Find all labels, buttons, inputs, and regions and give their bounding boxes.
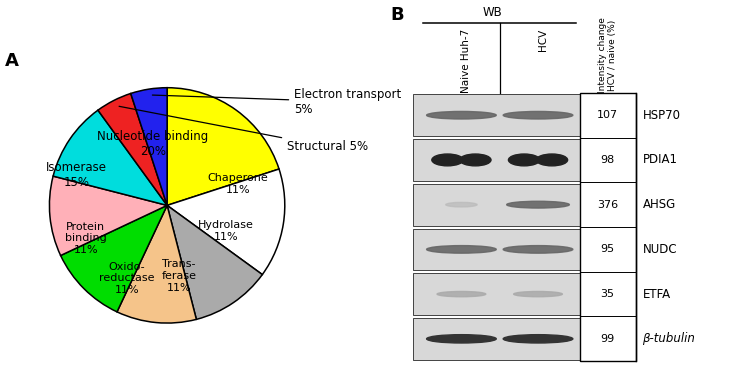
Wedge shape — [130, 88, 167, 205]
Ellipse shape — [427, 246, 496, 253]
Text: Nucleotide binding
20%: Nucleotide binding 20% — [97, 130, 209, 158]
Text: Naive Huh-7: Naive Huh-7 — [462, 29, 471, 94]
Ellipse shape — [427, 335, 496, 343]
Text: Isomerase
15%: Isomerase 15% — [46, 161, 107, 189]
Wedge shape — [167, 169, 285, 274]
FancyBboxPatch shape — [413, 184, 580, 226]
Wedge shape — [49, 176, 167, 255]
Text: 98: 98 — [600, 155, 615, 165]
Wedge shape — [167, 205, 262, 319]
Text: Protein
binding
11%: Protein binding 11% — [65, 222, 107, 255]
Text: Oxido-
reductase
11%: Oxido- reductase 11% — [100, 262, 155, 295]
Ellipse shape — [514, 291, 562, 297]
Ellipse shape — [437, 291, 486, 297]
Text: 376: 376 — [597, 200, 618, 210]
Text: HCV: HCV — [538, 29, 548, 52]
Ellipse shape — [460, 154, 491, 166]
Text: WB: WB — [483, 6, 503, 19]
Wedge shape — [167, 88, 279, 205]
Text: A: A — [4, 52, 18, 70]
Text: 107: 107 — [597, 110, 618, 120]
Wedge shape — [61, 205, 167, 312]
Ellipse shape — [509, 154, 539, 166]
Text: Chaperone
11%: Chaperone 11% — [207, 174, 268, 195]
Text: 35: 35 — [600, 289, 615, 299]
Wedge shape — [117, 205, 196, 323]
Text: HSP70: HSP70 — [642, 109, 680, 122]
Text: PDIA1: PDIA1 — [642, 153, 677, 166]
Text: Trans-
ferase
11%: Trans- ferase 11% — [161, 259, 196, 293]
Text: 95: 95 — [600, 244, 615, 254]
FancyBboxPatch shape — [413, 273, 580, 315]
Ellipse shape — [504, 111, 573, 119]
Ellipse shape — [446, 202, 477, 207]
FancyBboxPatch shape — [413, 94, 580, 136]
Text: Structural 5%: Structural 5% — [119, 106, 368, 153]
Ellipse shape — [427, 111, 496, 119]
Text: Intensity change
HCV / naive (%): Intensity change HCV / naive (%) — [598, 17, 617, 93]
Text: β-tubulin: β-tubulin — [642, 332, 696, 345]
Ellipse shape — [504, 335, 573, 343]
Ellipse shape — [432, 154, 463, 166]
Ellipse shape — [537, 154, 567, 166]
FancyBboxPatch shape — [580, 93, 636, 361]
FancyBboxPatch shape — [413, 139, 580, 181]
Text: B: B — [390, 6, 404, 23]
FancyBboxPatch shape — [413, 318, 580, 360]
Ellipse shape — [507, 201, 570, 208]
Text: 99: 99 — [600, 334, 615, 344]
Text: NUDC: NUDC — [642, 243, 677, 256]
FancyBboxPatch shape — [413, 229, 580, 270]
Wedge shape — [98, 94, 167, 205]
Text: AHSG: AHSG — [642, 198, 676, 211]
Text: Electron transport
5%: Electron transport 5% — [152, 88, 402, 116]
Text: ETFA: ETFA — [642, 288, 671, 301]
Ellipse shape — [504, 246, 573, 253]
Wedge shape — [53, 110, 167, 205]
Text: Hydrolase
11%: Hydrolase 11% — [198, 221, 254, 242]
